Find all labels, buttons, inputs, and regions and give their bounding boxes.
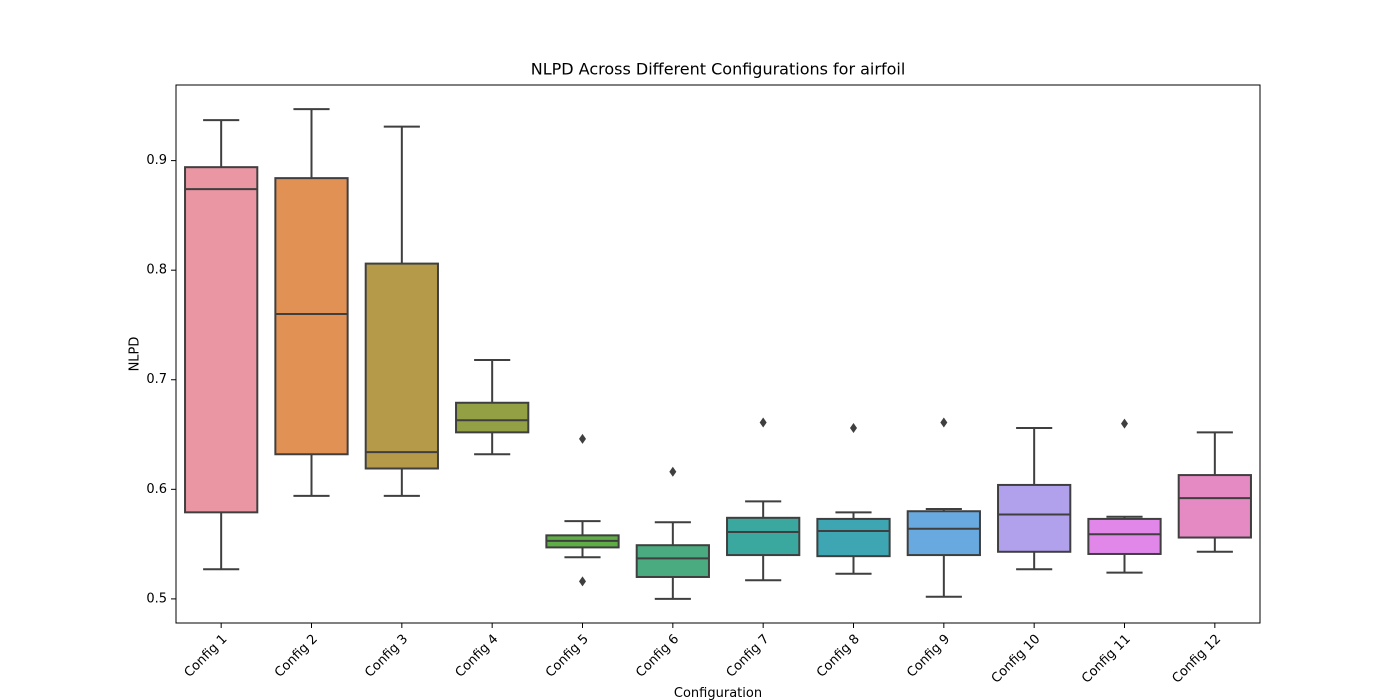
x-axis-label: Configuration [674,686,762,700]
chart-title: NLPD Across Different Configurations for… [531,60,906,79]
outlier [1121,418,1128,429]
outlier [669,466,677,477]
box [906,510,981,557]
x-tick-label: Config 7 [724,632,773,681]
box [726,516,801,557]
y-tick-label: 0.7 [146,372,167,387]
box [274,177,349,456]
x-tick-label: Config 10 [989,632,1044,687]
outlier [579,576,586,587]
y-tick-label: 0.9 [146,153,167,168]
box [997,483,1072,553]
x-tick-label: Config 12 [1169,632,1224,687]
outlier [759,417,767,428]
x-tick-label: Config 3 [362,632,411,681]
y-tick-label: 0.6 [146,482,167,497]
x-tick-label: Config 8 [814,632,863,681]
box [364,262,439,470]
outlier [850,422,857,433]
box [455,401,530,434]
outlier [579,433,586,444]
x-tick-label: Config 6 [633,632,682,681]
y-axis-label: NLPD [128,337,143,372]
x-tick-label: Config 9 [904,632,953,681]
y-tick-label: 0.8 [146,263,167,278]
x-tick-label: Config 2 [272,632,321,681]
outlier [940,417,948,428]
x-tick-label: Config 1 [182,632,231,681]
x-tick-label: Config 5 [543,632,592,681]
box [1087,517,1162,555]
plot-frame [175,84,1261,624]
x-tick-label: Config 11 [1079,632,1134,687]
box [184,166,259,514]
y-tick-label: 0.5 [146,591,167,606]
x-tick-label: Config 4 [453,632,502,681]
box [1177,474,1252,539]
box [816,517,891,558]
box [635,544,710,578]
